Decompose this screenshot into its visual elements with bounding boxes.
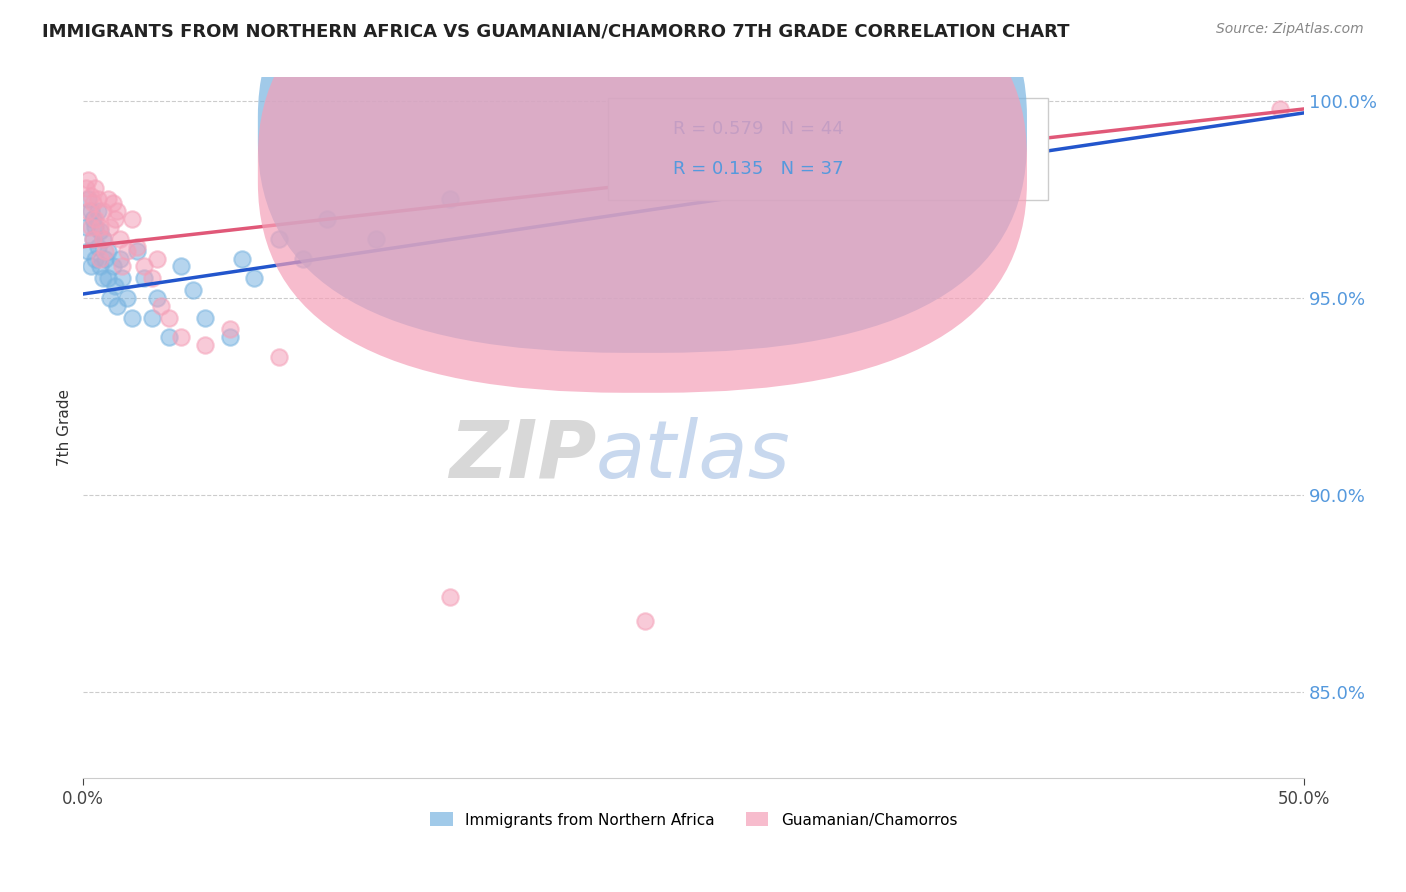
- Point: [77, 204, 100, 219]
- Point: [97, 193, 120, 207]
- Point: [91, 271, 114, 285]
- Point: [108, 232, 131, 246]
- Point: [634, 614, 657, 628]
- Point: [111, 260, 134, 274]
- Point: [141, 310, 163, 325]
- Legend: Immigrants from Northern Africa, Guamanian/Chamorros: Immigrants from Northern Africa, Guamani…: [425, 806, 963, 834]
- Point: [125, 244, 148, 258]
- Point: [231, 252, 253, 266]
- Point: [267, 350, 290, 364]
- Point: [439, 193, 461, 207]
- Point: [89, 252, 111, 266]
- Point: [82, 232, 104, 246]
- Point: [79, 204, 101, 219]
- Point: [82, 232, 104, 246]
- Point: [170, 260, 193, 274]
- Point: [94, 252, 117, 266]
- Point: [79, 220, 101, 235]
- Point: [75, 180, 97, 194]
- Point: [181, 283, 204, 297]
- Point: [101, 196, 124, 211]
- Point: [150, 299, 173, 313]
- FancyBboxPatch shape: [609, 98, 1047, 200]
- Point: [194, 338, 217, 352]
- Point: [84, 252, 107, 266]
- Point: [914, 106, 936, 120]
- Point: [218, 322, 240, 336]
- Point: [89, 220, 111, 235]
- Point: [121, 212, 143, 227]
- Point: [218, 330, 240, 344]
- Point: [82, 212, 104, 227]
- Point: [87, 193, 110, 207]
- Point: [145, 252, 167, 266]
- Point: [682, 153, 704, 168]
- Point: [91, 232, 114, 246]
- Point: [157, 310, 180, 325]
- Point: [101, 260, 124, 274]
- Point: [141, 271, 163, 285]
- Point: [89, 224, 111, 238]
- Text: R = 0.135   N = 37: R = 0.135 N = 37: [673, 160, 844, 178]
- Point: [108, 252, 131, 266]
- Point: [134, 260, 156, 274]
- Point: [77, 193, 100, 207]
- Point: [145, 291, 167, 305]
- Point: [157, 330, 180, 344]
- Point: [98, 291, 121, 305]
- Point: [91, 204, 114, 219]
- Point: [94, 244, 117, 258]
- Point: [267, 232, 290, 246]
- Point: [115, 244, 138, 258]
- Point: [75, 220, 97, 235]
- Point: [98, 220, 121, 235]
- Point: [292, 252, 315, 266]
- Point: [77, 173, 100, 187]
- Point: [97, 244, 120, 258]
- FancyBboxPatch shape: [257, 0, 1026, 392]
- Point: [115, 291, 138, 305]
- Point: [79, 188, 101, 202]
- Text: atlas: atlas: [596, 417, 790, 495]
- Point: [77, 244, 100, 258]
- Text: ZIP: ZIP: [449, 417, 596, 495]
- Point: [91, 232, 114, 246]
- FancyBboxPatch shape: [257, 0, 1026, 353]
- Point: [243, 271, 266, 285]
- Point: [439, 590, 461, 604]
- Point: [121, 310, 143, 325]
- Point: [87, 204, 110, 219]
- Point: [82, 196, 104, 211]
- Text: IMMIGRANTS FROM NORTHERN AFRICA VS GUAMANIAN/CHAMORRO 7TH GRADE CORRELATION CHAR: IMMIGRANTS FROM NORTHERN AFRICA VS GUAMA…: [42, 22, 1070, 40]
- Point: [97, 271, 120, 285]
- Text: R = 0.579   N = 44: R = 0.579 N = 44: [673, 120, 844, 137]
- Point: [84, 212, 107, 227]
- Point: [104, 279, 127, 293]
- Point: [170, 330, 193, 344]
- Point: [87, 240, 110, 254]
- Point: [134, 271, 156, 285]
- Point: [111, 271, 134, 285]
- Point: [107, 299, 129, 313]
- Text: Source: ZipAtlas.com: Source: ZipAtlas.com: [1216, 22, 1364, 37]
- Point: [104, 212, 127, 227]
- Point: [194, 310, 217, 325]
- Point: [316, 212, 339, 227]
- Y-axis label: 7th Grade: 7th Grade: [58, 389, 72, 467]
- Point: [79, 260, 101, 274]
- Point: [84, 220, 107, 235]
- Point: [107, 204, 129, 219]
- Point: [89, 260, 111, 274]
- Point: [84, 180, 107, 194]
- Point: [366, 232, 388, 246]
- Point: [125, 240, 148, 254]
- Point: [1268, 102, 1291, 116]
